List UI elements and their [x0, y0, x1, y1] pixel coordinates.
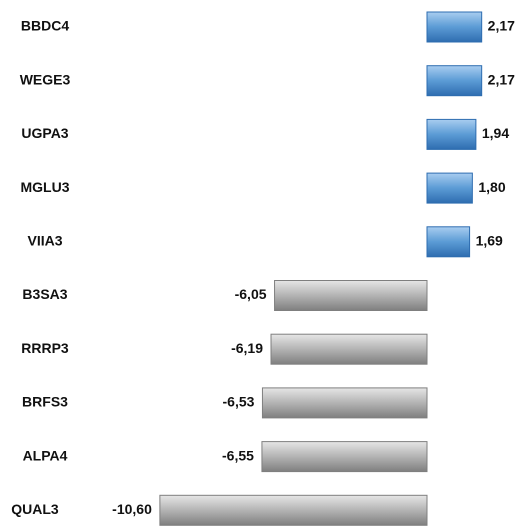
value-label: -10,60 [112, 501, 152, 517]
bar [426, 172, 473, 204]
category-label: B3SA3 [22, 286, 67, 302]
bar [270, 333, 428, 365]
category-label: QUAL3 [11, 501, 59, 517]
value-label: 1,80 [478, 179, 505, 195]
category-label: RRRP3 [21, 340, 69, 356]
category-label: ALPA4 [23, 447, 68, 463]
value-label: 2,17 [488, 18, 515, 34]
value-label: 1,69 [476, 233, 503, 249]
bar [261, 441, 428, 473]
value-label: -6,55 [222, 447, 254, 463]
category-label: BBDC4 [21, 18, 69, 34]
category-label: UGPA3 [21, 125, 68, 141]
bar [426, 11, 483, 43]
bar [261, 387, 428, 419]
bar [426, 226, 471, 258]
value-label: -6,19 [231, 340, 263, 356]
category-label: MGLU3 [21, 179, 70, 195]
category-label: BRFS3 [22, 394, 68, 410]
bar [274, 280, 428, 311]
value-label: -6,53 [223, 394, 255, 410]
value-label: 2,17 [488, 71, 515, 87]
bar [426, 118, 477, 150]
bar [426, 65, 483, 97]
category-label: WEGE3 [20, 71, 71, 87]
bar [159, 494, 428, 526]
category-label: VIIA3 [27, 233, 62, 249]
value-label: 1,94 [482, 125, 509, 141]
value-label: -6,05 [235, 286, 267, 302]
